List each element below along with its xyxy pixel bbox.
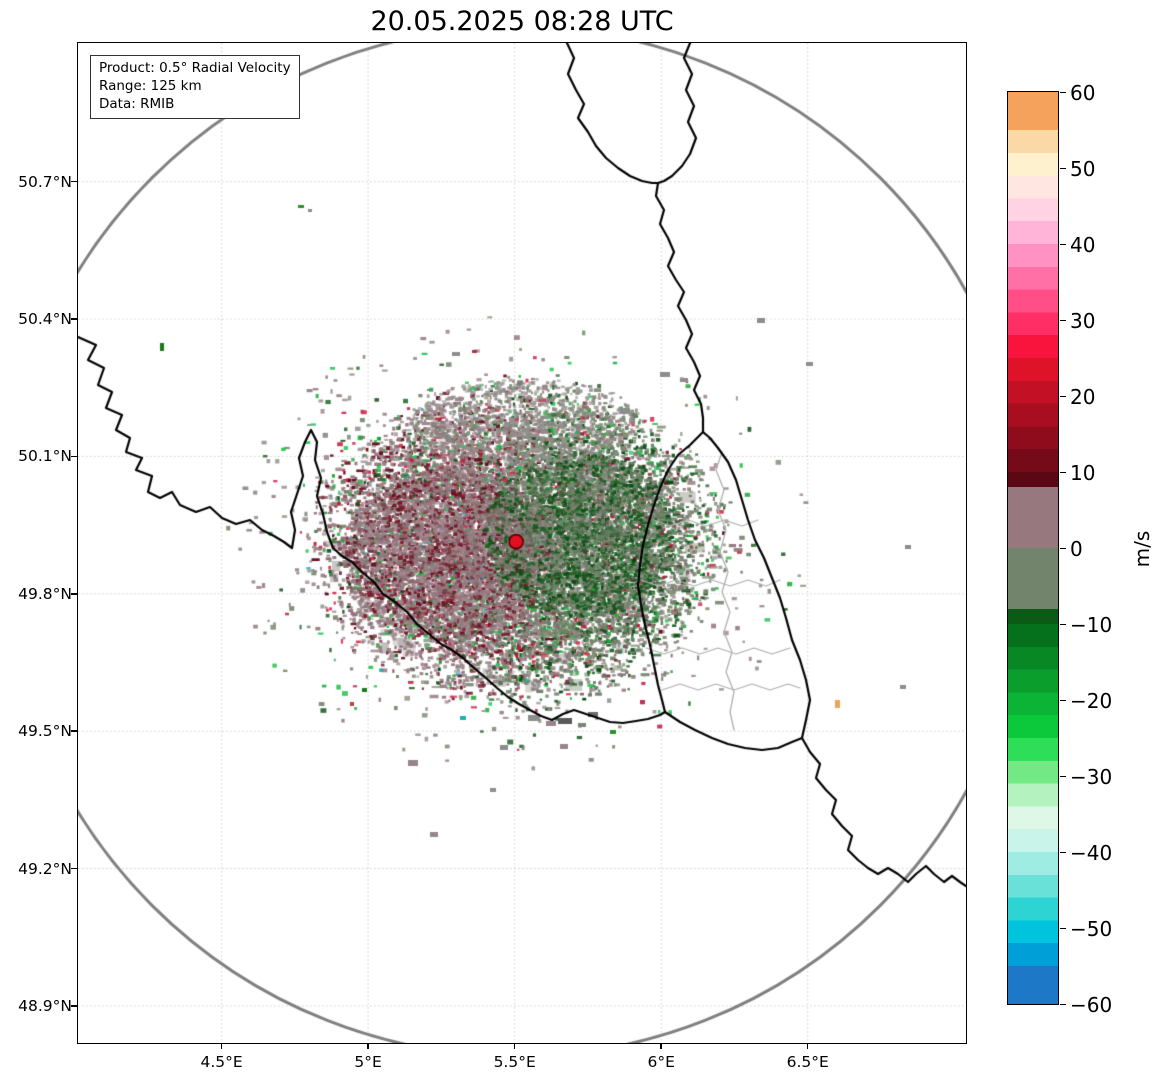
info-range-line: Range: 125 km: [99, 77, 202, 94]
map-plot-area: Product: 0.5° Radial Velocity Range: 125…: [77, 42, 967, 1044]
colorbar-tick-mark: [1060, 699, 1066, 702]
colorbar-tick-label: −30: [1070, 764, 1113, 789]
colorbar-tick-mark: [1060, 927, 1066, 930]
x-tick-label: 4.5°E: [200, 1053, 243, 1071]
x-tick-label: 6°E: [647, 1053, 675, 1071]
colorbar-tick-mark: [1060, 319, 1066, 322]
y-tick-mark: [71, 180, 77, 183]
colorbar-tick-mark: [1060, 167, 1066, 170]
y-tick-label: 50.1°N: [18, 447, 72, 466]
colorbar-tick-label: 50: [1070, 156, 1096, 181]
colorbar-tick-mark: [1060, 623, 1066, 626]
y-tick-mark: [71, 318, 77, 320]
y-tick-mark: [71, 730, 77, 732]
info-data-line: Data: RMIB: [99, 95, 175, 112]
plot-title: 20.05.2025 08:28 UTC: [370, 6, 674, 37]
colorbar-tick-mark: [1060, 547, 1066, 550]
y-tick-label: 49.8°N: [18, 584, 72, 603]
radar-map-canvas: [78, 43, 966, 1043]
y-tick-label: 50.4°N: [18, 310, 72, 329]
x-tick-mark: [513, 1043, 516, 1049]
x-tick-mark: [806, 1043, 809, 1049]
colorbar-tick-mark: [1060, 851, 1066, 854]
colorbar-tick-mark: [1060, 471, 1066, 474]
colorbar-tick-mark: [1060, 775, 1066, 778]
colorbar-tick-mark: [1060, 1003, 1066, 1006]
colorbar-tick-label: 60: [1070, 80, 1096, 105]
colorbar-gradient: [1008, 92, 1058, 1004]
x-tick-label: 5.5°E: [493, 1053, 536, 1071]
y-tick-label: 49.5°N: [18, 722, 72, 741]
colorbar-tick-label: 10: [1070, 460, 1096, 485]
colorbar-tick-label: −20: [1070, 688, 1113, 713]
colorbar-tick-label: 40: [1070, 232, 1096, 257]
y-tick-mark: [71, 1005, 77, 1007]
y-tick-label: 50.7°N: [18, 172, 72, 191]
x-tick-label: 6.5°E: [786, 1053, 829, 1071]
x-tick-mark: [220, 1043, 223, 1049]
colorbar-tick-label: −60: [1070, 992, 1113, 1017]
colorbar-tick-mark: [1060, 395, 1066, 398]
colorbar-tick-label: 20: [1070, 384, 1096, 409]
y-tick-label: 49.2°N: [18, 859, 72, 878]
colorbar-tick-label: −10: [1070, 612, 1113, 637]
colorbar-tick-label: −40: [1070, 840, 1113, 865]
colorbar-tick-mark: [1060, 243, 1066, 246]
x-tick-label: 5°E: [354, 1053, 382, 1071]
colorbar-tick-label: 0: [1070, 536, 1083, 561]
x-tick-mark: [660, 1043, 662, 1049]
y-tick-mark: [71, 593, 77, 595]
colorbar: [1007, 91, 1059, 1005]
y-tick-mark: [71, 455, 77, 458]
y-tick-label: 48.9°N: [18, 996, 72, 1015]
colorbar-tick-label: 30: [1070, 308, 1096, 333]
y-tick-mark: [71, 867, 77, 870]
x-tick-mark: [367, 1043, 369, 1049]
info-product-line: Product: 0.5° Radial Velocity: [99, 60, 291, 76]
colorbar-tick-mark: [1060, 91, 1066, 94]
colorbar-unit-label: m/s: [1130, 530, 1154, 568]
info-box: Product: 0.5° Radial Velocity Range: 125…: [90, 55, 300, 120]
colorbar-tick-label: −50: [1070, 916, 1113, 941]
